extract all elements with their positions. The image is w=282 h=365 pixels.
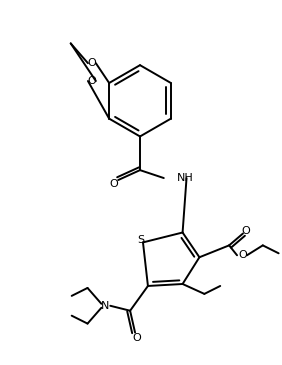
Text: O: O	[87, 58, 96, 68]
Text: O: O	[109, 179, 118, 189]
Text: O: O	[239, 250, 247, 260]
Text: NH: NH	[177, 173, 193, 183]
Text: S: S	[137, 235, 145, 245]
Text: O: O	[133, 334, 141, 343]
Text: N: N	[101, 301, 109, 311]
Text: O: O	[242, 226, 250, 235]
Text: O: O	[87, 76, 96, 86]
